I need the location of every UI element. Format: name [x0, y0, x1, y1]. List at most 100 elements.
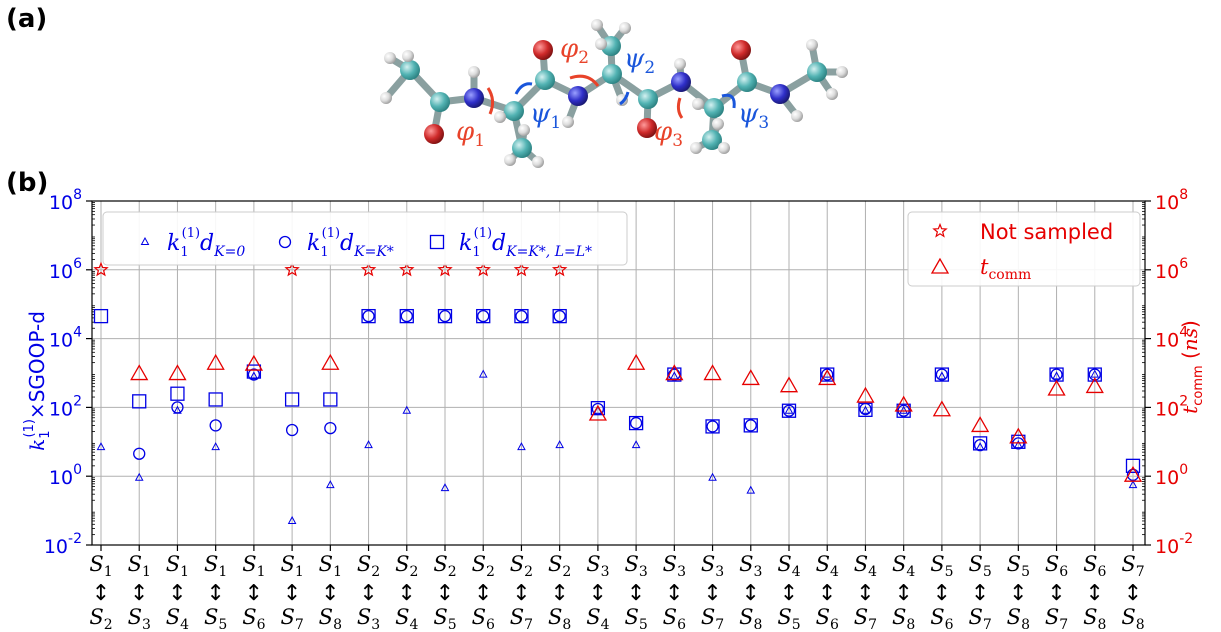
data-point-square — [590, 401, 606, 416]
data-point-triangle — [930, 257, 950, 274]
data-point-square — [705, 419, 720, 434]
x-tick-label-arrow: ↕ — [168, 581, 186, 606]
x-tick-label-from: S2 — [472, 552, 495, 580]
y-tick-label-left: 10-2 — [44, 531, 82, 558]
x-tick-label-arrow: ↕ — [474, 581, 492, 606]
x-tick-label-arrow: ↕ — [856, 581, 874, 606]
data-point-triangle-small — [478, 369, 488, 378]
rotation-arrow — [514, 82, 533, 95]
atom-O — [637, 118, 657, 138]
data-point-triangle — [741, 369, 760, 386]
atom-H — [692, 98, 704, 110]
x-tick-label-from: S1 — [128, 552, 151, 580]
atom-H — [591, 19, 603, 31]
data-point-circle — [438, 309, 452, 323]
atom-H — [518, 124, 530, 136]
x-tick-label-to: S7 — [1045, 605, 1068, 632]
x-tick-label-arrow: ↕ — [92, 581, 110, 606]
atom-C — [807, 62, 827, 82]
x-tick-label-to: S8 — [892, 605, 915, 632]
data-point-triangle — [626, 353, 646, 370]
atom-N — [568, 86, 588, 106]
x-tick-label-arrow: ↕ — [589, 581, 607, 606]
atom-C — [535, 70, 555, 90]
x-tick-label-arrow: ↕ — [283, 581, 301, 606]
atom-H — [494, 111, 506, 123]
data-point-square — [323, 392, 338, 407]
x-tick-label-from: S3 — [701, 552, 724, 580]
data-point-triangle-small — [364, 440, 373, 449]
atom-H — [619, 22, 631, 34]
data-point-circle — [935, 368, 949, 381]
panel-b-label: (b) — [6, 168, 49, 198]
data-point-square — [246, 364, 262, 379]
dihedral-label: φ2 — [560, 34, 589, 68]
x-tick-label-arrow: ↕ — [359, 581, 377, 606]
x-tick-label-from: S3 — [663, 552, 686, 580]
data-point-circle — [324, 421, 337, 435]
x-tick-label-from: S5 — [968, 552, 991, 580]
data-point-star — [93, 261, 109, 277]
data-point-circle — [706, 420, 719, 433]
x-tick-label-from: S1 — [89, 552, 112, 580]
data-point-star — [932, 222, 948, 238]
x-tick-label-arrow: ↕ — [550, 581, 568, 606]
x-tick-label-arrow: ↕ — [627, 581, 645, 606]
data-point-circle — [744, 419, 757, 432]
data-point-triangle-small — [937, 371, 947, 380]
data-point-triangle-small — [211, 442, 221, 451]
atom-H — [380, 92, 392, 104]
x-tick-label-from: S3 — [739, 552, 762, 580]
atom-H — [718, 142, 730, 154]
x-tick-label-from: S6 — [1045, 552, 1068, 580]
x-tick-label-arrow: ↕ — [971, 581, 989, 606]
x-tick-label-to: S3 — [128, 605, 151, 632]
x-tick-label-arrow: ↕ — [742, 581, 760, 606]
data-point-circle — [400, 309, 413, 323]
legend-entry-tcomm: tcomm — [980, 255, 1031, 283]
y-tick-label-right: 100 — [1155, 462, 1188, 489]
data-point-circle — [285, 423, 299, 437]
x-tick-label-to: S6 — [472, 605, 495, 632]
dihedral-label: ψ2 — [624, 44, 655, 78]
dihedral-label: ψ3 — [738, 99, 769, 133]
atom-O — [731, 40, 751, 60]
x-tick-label-to: S7 — [280, 605, 303, 632]
y-tick-label-left: 102 — [49, 393, 82, 420]
x-tick-label-to: S5 — [433, 605, 456, 632]
x-tick-label-to: S8 — [1007, 605, 1030, 632]
panel-a-label: (a) — [6, 4, 48, 34]
data-point-circle — [629, 416, 643, 430]
data-point-square — [1087, 367, 1102, 382]
x-tick-label-to: S7 — [854, 605, 877, 632]
x-tick-label-arrow: ↕ — [780, 581, 798, 606]
x-tick-label-from: S7 — [1121, 552, 1144, 580]
legend-entry: k1(1)dK=K* — [307, 226, 394, 260]
x-tick-label-arrow: ↕ — [665, 581, 683, 606]
x-tick-label-to: S5 — [624, 605, 647, 632]
x-tick-label-arrow: ↕ — [321, 581, 339, 606]
data-point-square — [934, 367, 950, 382]
x-tick-label-arrow: ↕ — [206, 581, 224, 606]
data-point-triangle — [970, 416, 990, 433]
x-tick-label-arrow: ↕ — [1124, 581, 1142, 606]
data-point-triangle-small — [631, 440, 641, 449]
x-tick-label-to: S6 — [242, 605, 265, 632]
data-point-triangle — [244, 354, 264, 371]
data-point-square — [628, 415, 644, 431]
atom-H — [791, 110, 803, 122]
x-tick-label-to: S2 — [89, 605, 112, 632]
x-tick-label-to: S8 — [1083, 605, 1106, 632]
atom-H — [826, 88, 838, 100]
x-tick-label-from: S5 — [1007, 552, 1030, 580]
plot-frame — [91, 200, 1146, 546]
atom-O — [424, 124, 444, 144]
data-point-triangle — [206, 353, 225, 370]
x-tick-label-from: S1 — [280, 552, 303, 580]
data-point-square — [1011, 434, 1026, 449]
x-tick-label-from: S2 — [433, 552, 456, 580]
data-point-triangle — [168, 364, 187, 381]
x-tick-label-arrow: ↕ — [1009, 581, 1027, 606]
data-point-triangle-small — [1013, 440, 1023, 449]
data-point-triangle-small — [1052, 371, 1061, 380]
